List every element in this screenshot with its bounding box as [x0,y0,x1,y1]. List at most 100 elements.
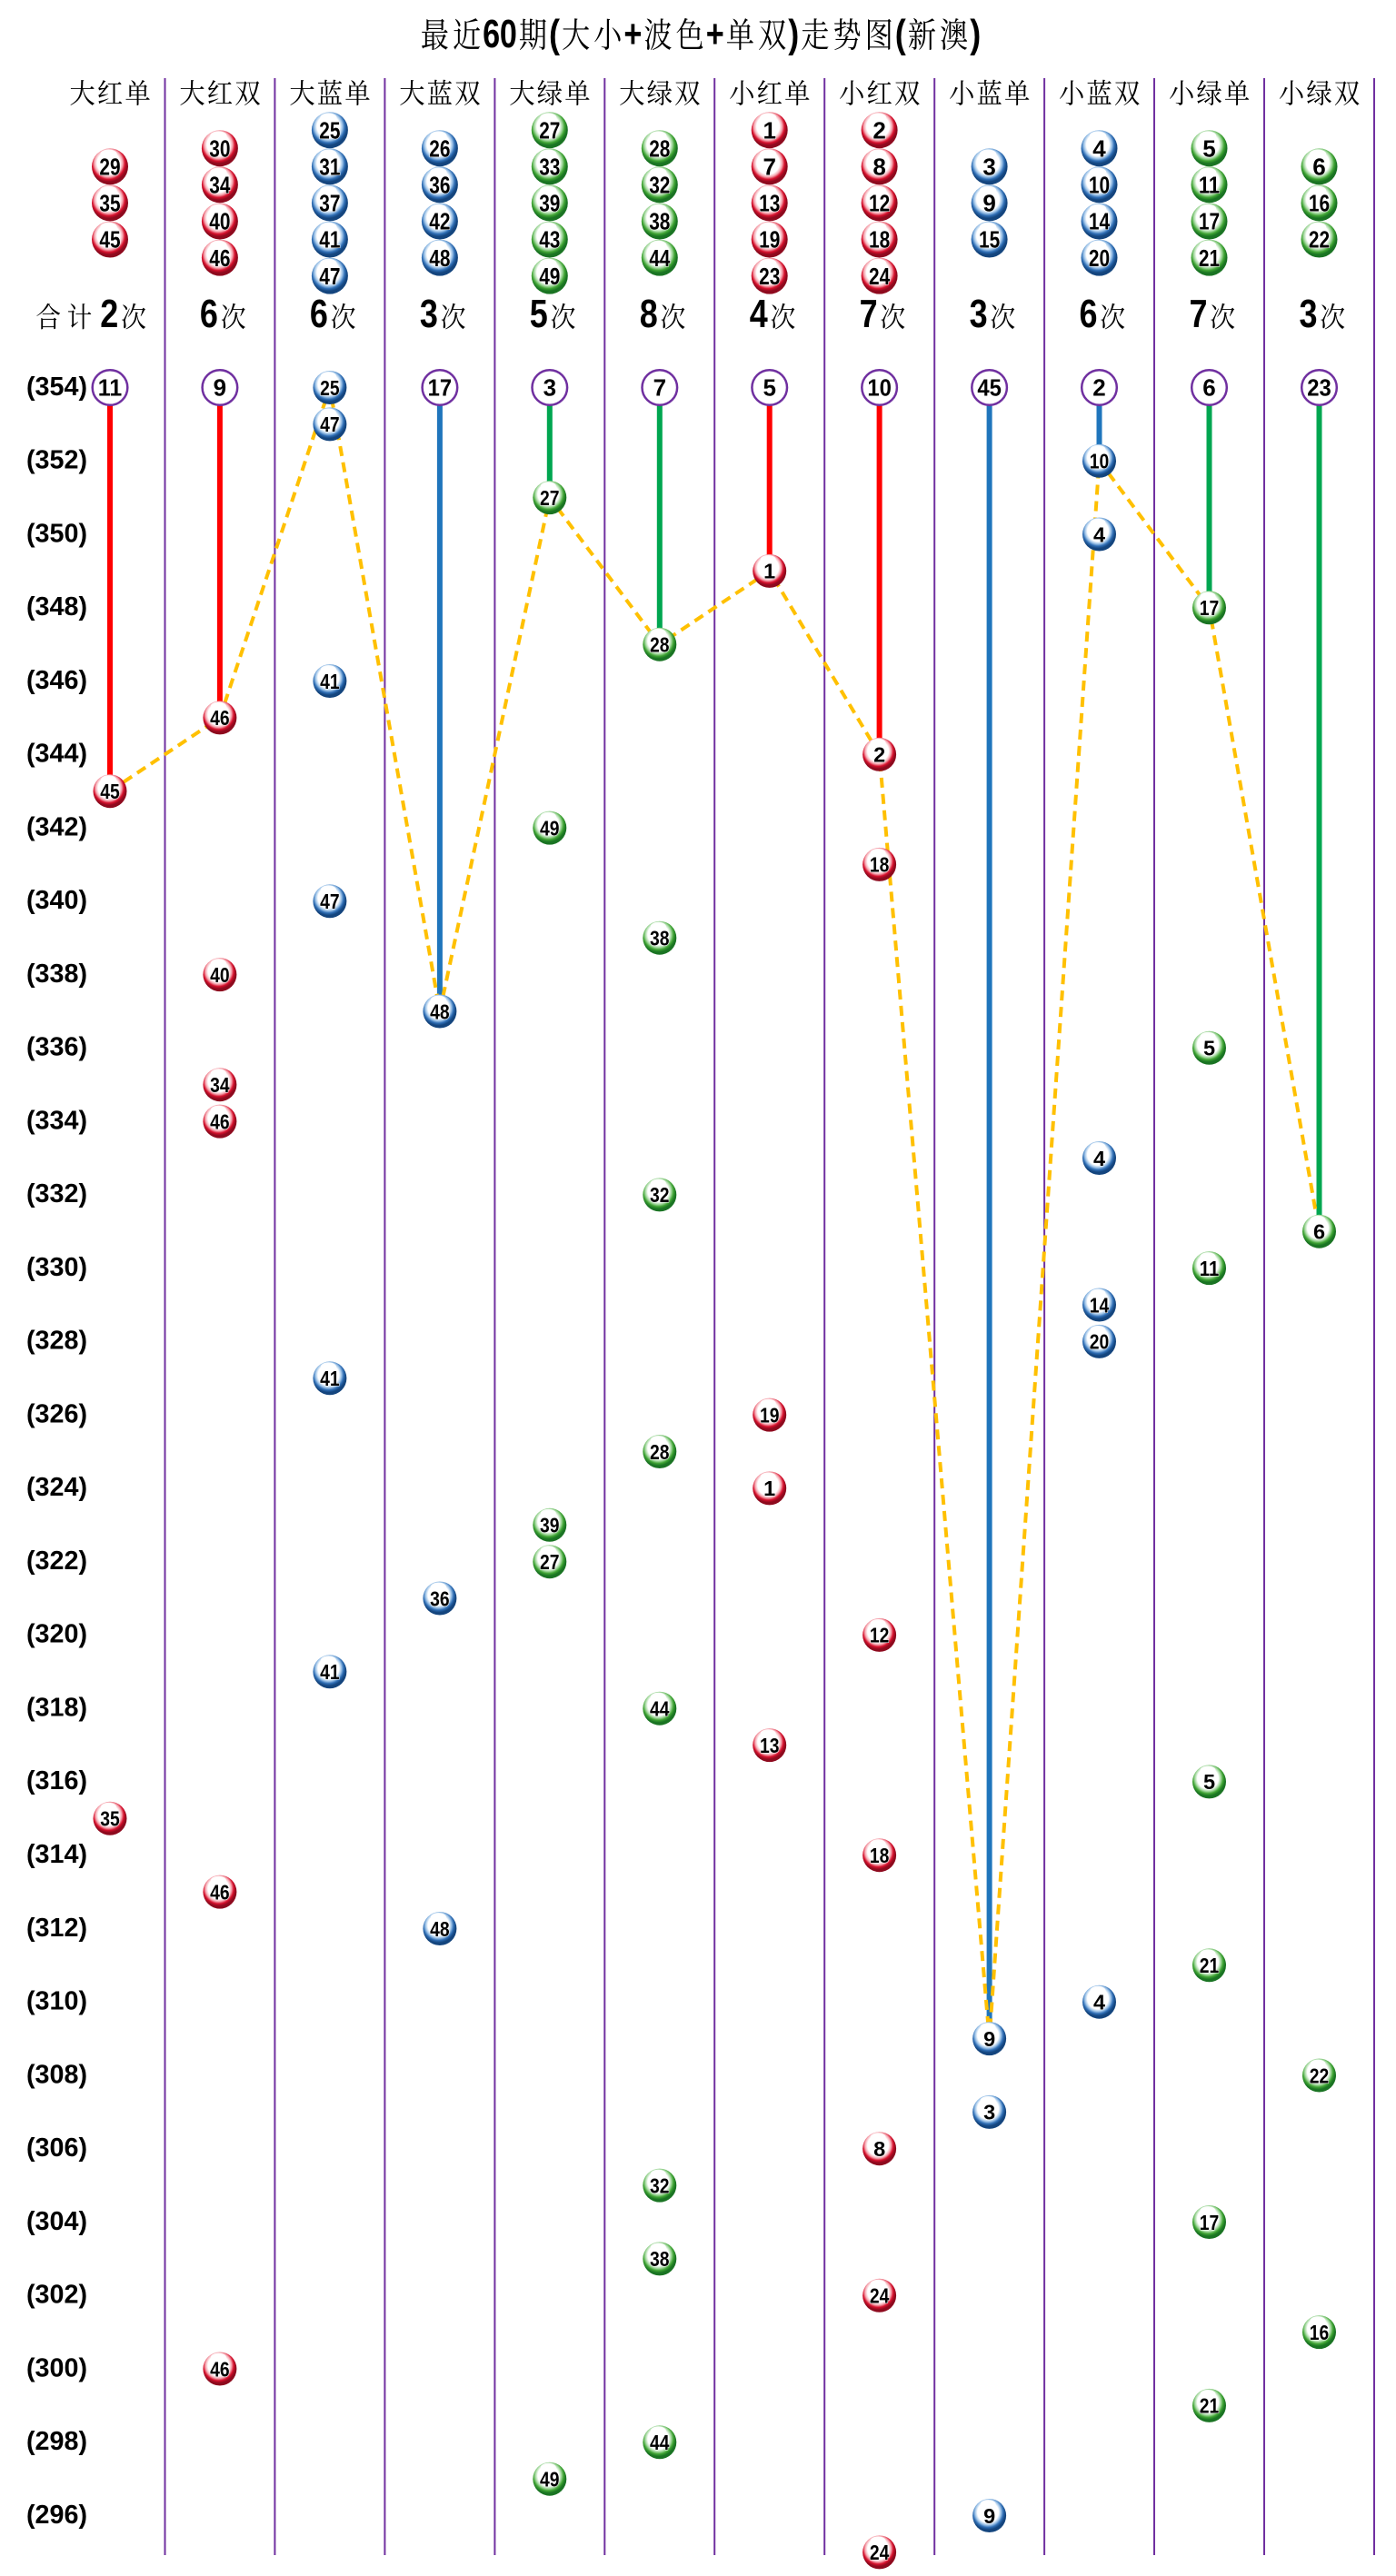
svg-text:25: 25 [320,376,340,400]
svg-text:1: 1 [763,1477,775,1500]
svg-text:45: 45 [99,226,120,254]
svg-text:5: 5 [1203,1037,1215,1060]
svg-text:24: 24 [870,2541,890,2564]
svg-text:5: 5 [1202,134,1215,162]
svg-text:(346): (346) [26,666,87,695]
svg-text:28: 28 [650,633,670,657]
svg-text:(340): (340) [26,886,87,915]
svg-text:6: 6 [200,292,218,336]
svg-text:21: 21 [1200,2394,1220,2418]
svg-text:14: 14 [1089,208,1111,235]
svg-text:43: 43 [539,226,560,254]
svg-text:46: 46 [210,1109,230,1133]
svg-text:46: 46 [209,244,230,272]
svg-text:(338): (338) [26,960,87,989]
svg-text:24: 24 [869,263,891,290]
svg-text:3: 3 [983,2101,995,2124]
svg-text:6: 6 [483,12,500,56]
svg-text:10: 10 [1089,172,1110,199]
svg-text:10: 10 [1090,450,1110,473]
svg-text:48: 48 [430,1917,450,1941]
svg-text:32: 32 [649,172,670,199]
svg-text:35: 35 [99,190,120,217]
svg-text:6: 6 [1202,374,1215,402]
svg-text:+: + [706,12,724,56]
svg-text:7: 7 [1190,292,1208,336]
svg-text:24: 24 [870,2284,890,2308]
svg-text:48: 48 [430,1000,450,1023]
svg-text:46: 46 [210,706,230,730]
svg-text:31: 31 [319,154,340,181]
svg-text:41: 41 [320,670,340,693]
svg-text:4: 4 [750,292,768,336]
svg-text:+: + [623,12,642,56]
svg-text:(320): (320) [26,1620,87,1649]
svg-text:21: 21 [1200,1954,1220,1977]
svg-text:12: 12 [869,190,890,217]
svg-text:45: 45 [977,374,1002,402]
svg-text:8: 8 [640,292,658,336]
svg-text:41: 41 [319,226,340,254]
svg-text:15: 15 [979,226,1000,254]
svg-text:(352): (352) [26,446,87,475]
svg-text:3: 3 [982,154,995,181]
svg-text:(326): (326) [26,1399,87,1428]
svg-text:(344): (344) [26,740,87,769]
svg-text:46: 46 [210,1880,230,1904]
svg-text:28: 28 [650,1440,670,1464]
svg-text:3: 3 [543,374,556,402]
svg-text:13: 13 [760,1734,780,1757]
svg-text:8: 8 [872,154,885,181]
svg-text:36: 36 [429,172,450,199]
svg-text:11: 11 [98,374,123,402]
svg-text:27: 27 [540,486,560,510]
svg-text:11: 11 [1200,1257,1220,1280]
svg-text:30: 30 [209,134,230,162]
svg-text:0: 0 [500,12,517,56]
svg-text:6: 6 [1313,1220,1325,1244]
svg-text:(298): (298) [26,2427,87,2456]
svg-text:(354): (354) [26,373,87,402]
svg-text:1: 1 [763,560,775,583]
svg-text:27: 27 [540,1550,560,1574]
svg-text:42: 42 [429,208,450,235]
svg-text:40: 40 [210,963,230,987]
svg-text:(316): (316) [26,1766,87,1795]
svg-text:4: 4 [1093,1147,1105,1170]
svg-text:18: 18 [870,853,890,877]
svg-text:(334): (334) [26,1106,87,1135]
svg-text:): ) [970,12,981,56]
svg-text:18: 18 [869,226,890,254]
svg-text:49: 49 [539,263,560,290]
svg-text:(342): (342) [26,812,87,841]
svg-text:2: 2 [872,116,885,144]
svg-text:7: 7 [860,292,878,336]
svg-text:23: 23 [1307,374,1331,402]
svg-text:2: 2 [1092,374,1105,402]
svg-text:9: 9 [214,374,226,402]
svg-text:22: 22 [1309,226,1330,254]
svg-text:4: 4 [1093,1991,1105,2014]
svg-text:19: 19 [760,1403,780,1427]
svg-text:(302): (302) [26,2281,87,2310]
svg-text:6: 6 [1080,292,1098,336]
svg-text:5: 5 [1203,1770,1215,1794]
svg-text:8: 8 [873,2137,885,2161]
svg-text:5: 5 [530,292,548,336]
svg-text:19: 19 [759,226,780,254]
svg-text:17: 17 [1199,208,1220,235]
svg-text:39: 39 [540,1514,560,1537]
svg-text:6: 6 [1312,154,1325,181]
svg-text:29: 29 [99,154,120,181]
svg-text:47: 47 [320,413,340,436]
svg-text:(300): (300) [26,2353,87,2382]
svg-text:49: 49 [540,816,560,840]
svg-text:37: 37 [319,190,340,217]
svg-text:): ) [788,12,799,56]
svg-text:21: 21 [1199,244,1220,272]
svg-text:47: 47 [319,263,340,290]
svg-text:32: 32 [650,1183,670,1207]
svg-text:23: 23 [759,263,780,290]
svg-text:16: 16 [1310,2321,1330,2344]
svg-text:28: 28 [649,134,670,162]
